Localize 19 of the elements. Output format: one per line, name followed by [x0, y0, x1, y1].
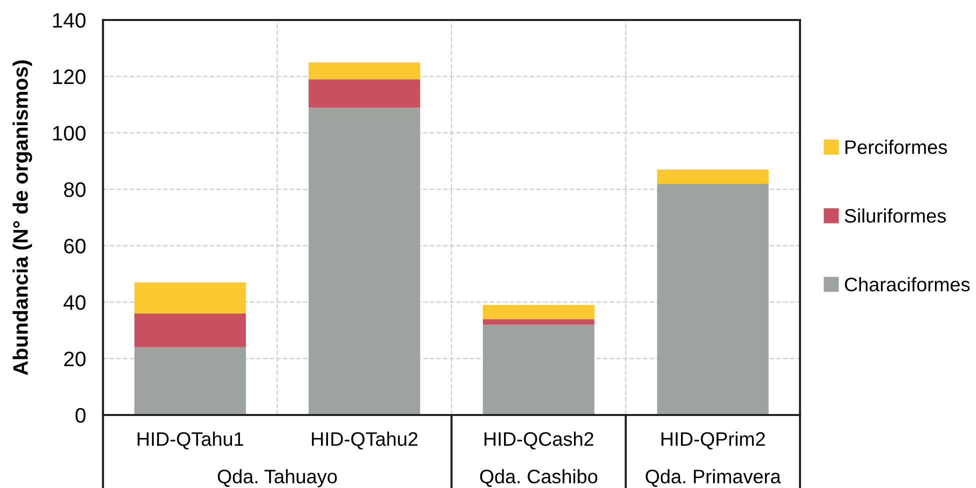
x-tick-label: HID-QTahu2 [312, 432, 418, 450]
y-tick-label: 0 [76, 408, 86, 423]
y-axis-title: Abundancia (N° de organismos) [12, 60, 32, 376]
y-tick-label: 60 [64, 238, 86, 254]
text: Qda. Cashibo [480, 469, 598, 487]
y-tick-label: 100 [53, 126, 86, 141]
text: Qda. Primavera [646, 469, 781, 487]
text: Qda. Tahuayo [218, 469, 337, 488]
x-tick-label: HID-QCash2 [484, 432, 594, 450]
x-tick-label: HID-QTahu1 [138, 432, 244, 450]
x-tick-label: HID-QPrim2 [662, 432, 765, 450]
legend-label: Siluriformes [844, 208, 946, 223]
y-tick-label: 40 [64, 295, 86, 310]
y-tick-label: 20 [64, 352, 86, 366]
legend-label: Characiformes [844, 277, 970, 292]
y-tick-label: 140 [53, 13, 86, 28]
y-tick-label: 80 [64, 182, 86, 198]
y-tick-label: 120 [53, 69, 86, 84]
legend-label: Perciformes [846, 140, 947, 154]
